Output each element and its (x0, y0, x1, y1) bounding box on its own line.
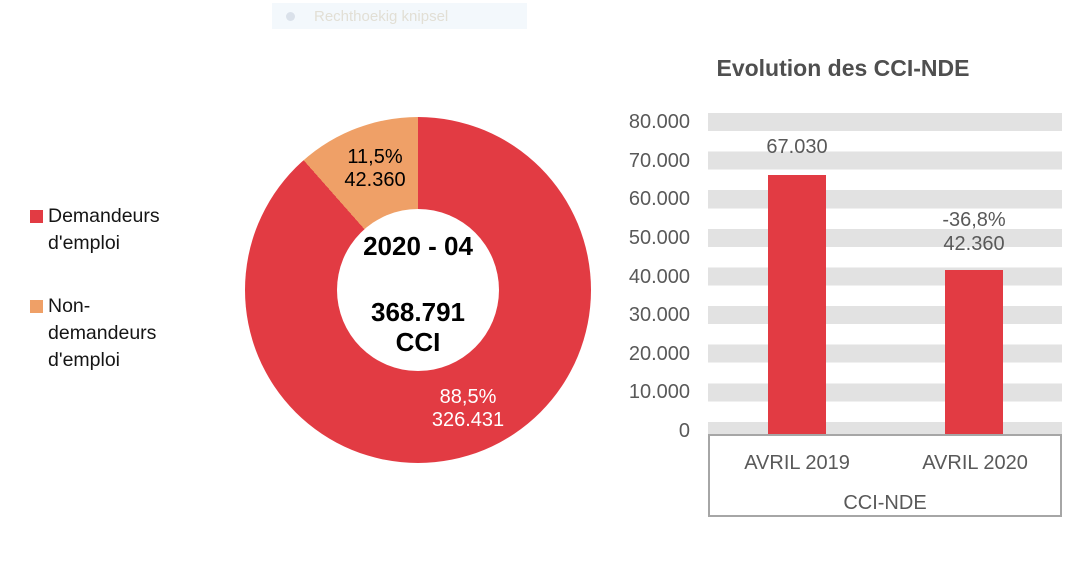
donut-center-unit: CCI (395, 327, 441, 357)
category-label-avril-2020: AVRIL 2020 (922, 452, 1028, 474)
snip-mode-label: Rechthoekig knipsel (314, 7, 449, 25)
y-tick-label: 40.000 (628, 265, 690, 288)
bar-avril-2019 (768, 175, 826, 434)
y-tick-label: 50.000 (628, 226, 690, 249)
donut-center-total: 368.791 (371, 297, 465, 327)
snip-mode-dot-icon (286, 11, 295, 21)
category-label-avril-2019: AVRIL 2019 (744, 452, 850, 474)
bar-chart: Evolution des CCI-NDE 67.030 -36,8% 42.3… (608, 45, 1078, 535)
bar-plot-area: 67.030 -36,8% 42.360 (708, 113, 1062, 434)
y-tick-label: 20.000 (628, 342, 690, 365)
snip-mode-option[interactable]: Rechthoekig knipsel (272, 3, 527, 29)
legend-item-demandeurs: Demandeurs d'emploi (30, 203, 210, 257)
y-tick-label: 30.000 (628, 304, 690, 327)
bar-value-label-2020: -36,8% 42.360 (942, 209, 1006, 255)
category-axis-box: AVRIL 2019 AVRIL 2020 CCI-NDE (708, 434, 1062, 517)
bar-avril-2020 (945, 270, 1003, 434)
y-tick-label: 60.000 (628, 188, 690, 211)
bar-value-label-2019: 67.030 (766, 136, 828, 158)
y-tick-label: 80.000 (628, 111, 690, 133)
legend-swatch-red (30, 210, 43, 223)
slice-label-demandeurs: 88,5% 326.431 (431, 386, 505, 431)
y-tick-label: 70.000 (628, 149, 690, 172)
donut-center: 2020 - 04 368.791 CCI (337, 209, 499, 371)
y-tick-label: 0 (678, 420, 690, 442)
legend-swatch-orange (30, 300, 43, 313)
legend-item-non-demandeurs: Non- demandeurs d'emploi (30, 293, 210, 374)
y-tick-label: 10.000 (628, 381, 690, 404)
legend-label: Demandeurs d'emploi (48, 205, 160, 254)
axis-group-label: CCI-NDE (843, 492, 927, 514)
donut-chart: 11,5% 42.360 88,5% 326.431 2020 - 04 368… (245, 117, 591, 463)
slice-label-non-demandeurs: 11,5% 42.360 (344, 146, 406, 191)
legend-label: Non- demandeurs d'emploi (48, 295, 157, 371)
bar-chart-title: Evolution des CCI-NDE (716, 55, 970, 81)
donut-center-period: 2020 - 04 (363, 231, 473, 261)
